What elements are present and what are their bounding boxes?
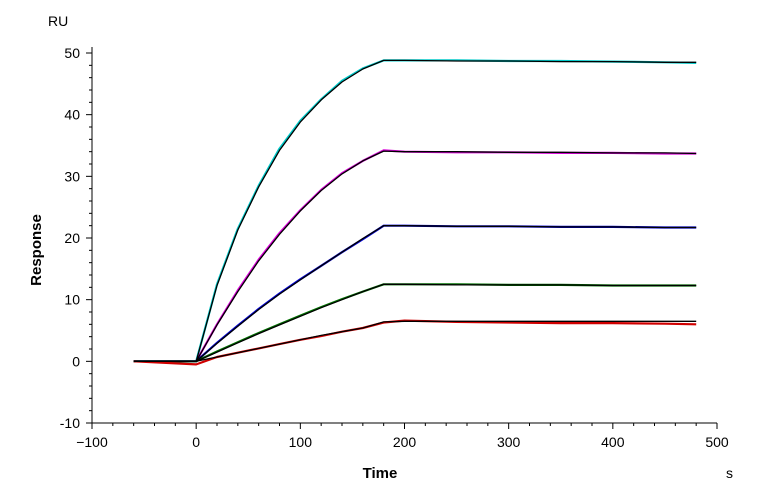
y-unit-label: RU <box>48 13 68 29</box>
x-unit-label: s <box>726 465 733 481</box>
x-tick-label: 200 <box>393 434 417 450</box>
x-tick-label: 500 <box>705 434 729 450</box>
y-tick-label: 40 <box>64 107 80 123</box>
fit-line-1 <box>133 59 697 362</box>
x-tick-label: 0 <box>192 434 200 450</box>
fit-line-2 <box>133 150 697 362</box>
x-tick-label: 100 <box>289 434 313 450</box>
data-series-line-1 <box>133 59 697 363</box>
ticks: -10 0 10 20 30 40 50 −100 0 100 200 300 400 500 <box>60 45 729 450</box>
y-tick-label: 10 <box>64 292 80 308</box>
fit-line-5 <box>133 320 697 362</box>
fit-lines <box>133 59 697 362</box>
data-series-line-2 <box>133 149 697 363</box>
x-tick-label: 300 <box>497 434 521 450</box>
axes <box>91 47 717 424</box>
y-axis-label: Response <box>28 214 45 286</box>
y-tick-label: -10 <box>60 415 80 431</box>
series-lines <box>133 59 697 366</box>
y-tick-label: 0 <box>72 353 80 369</box>
y-tick-label: 20 <box>64 230 80 246</box>
fit-line-4 <box>133 283 697 362</box>
x-tick-label: 400 <box>601 434 625 450</box>
x-axis-label: Time <box>363 465 398 482</box>
data-series-line-3 <box>133 224 697 363</box>
fit-line-3 <box>133 225 697 362</box>
x-tick-label: −100 <box>76 434 108 450</box>
y-tick-label: 30 <box>64 168 80 184</box>
y-tick-label: 50 <box>64 45 80 61</box>
